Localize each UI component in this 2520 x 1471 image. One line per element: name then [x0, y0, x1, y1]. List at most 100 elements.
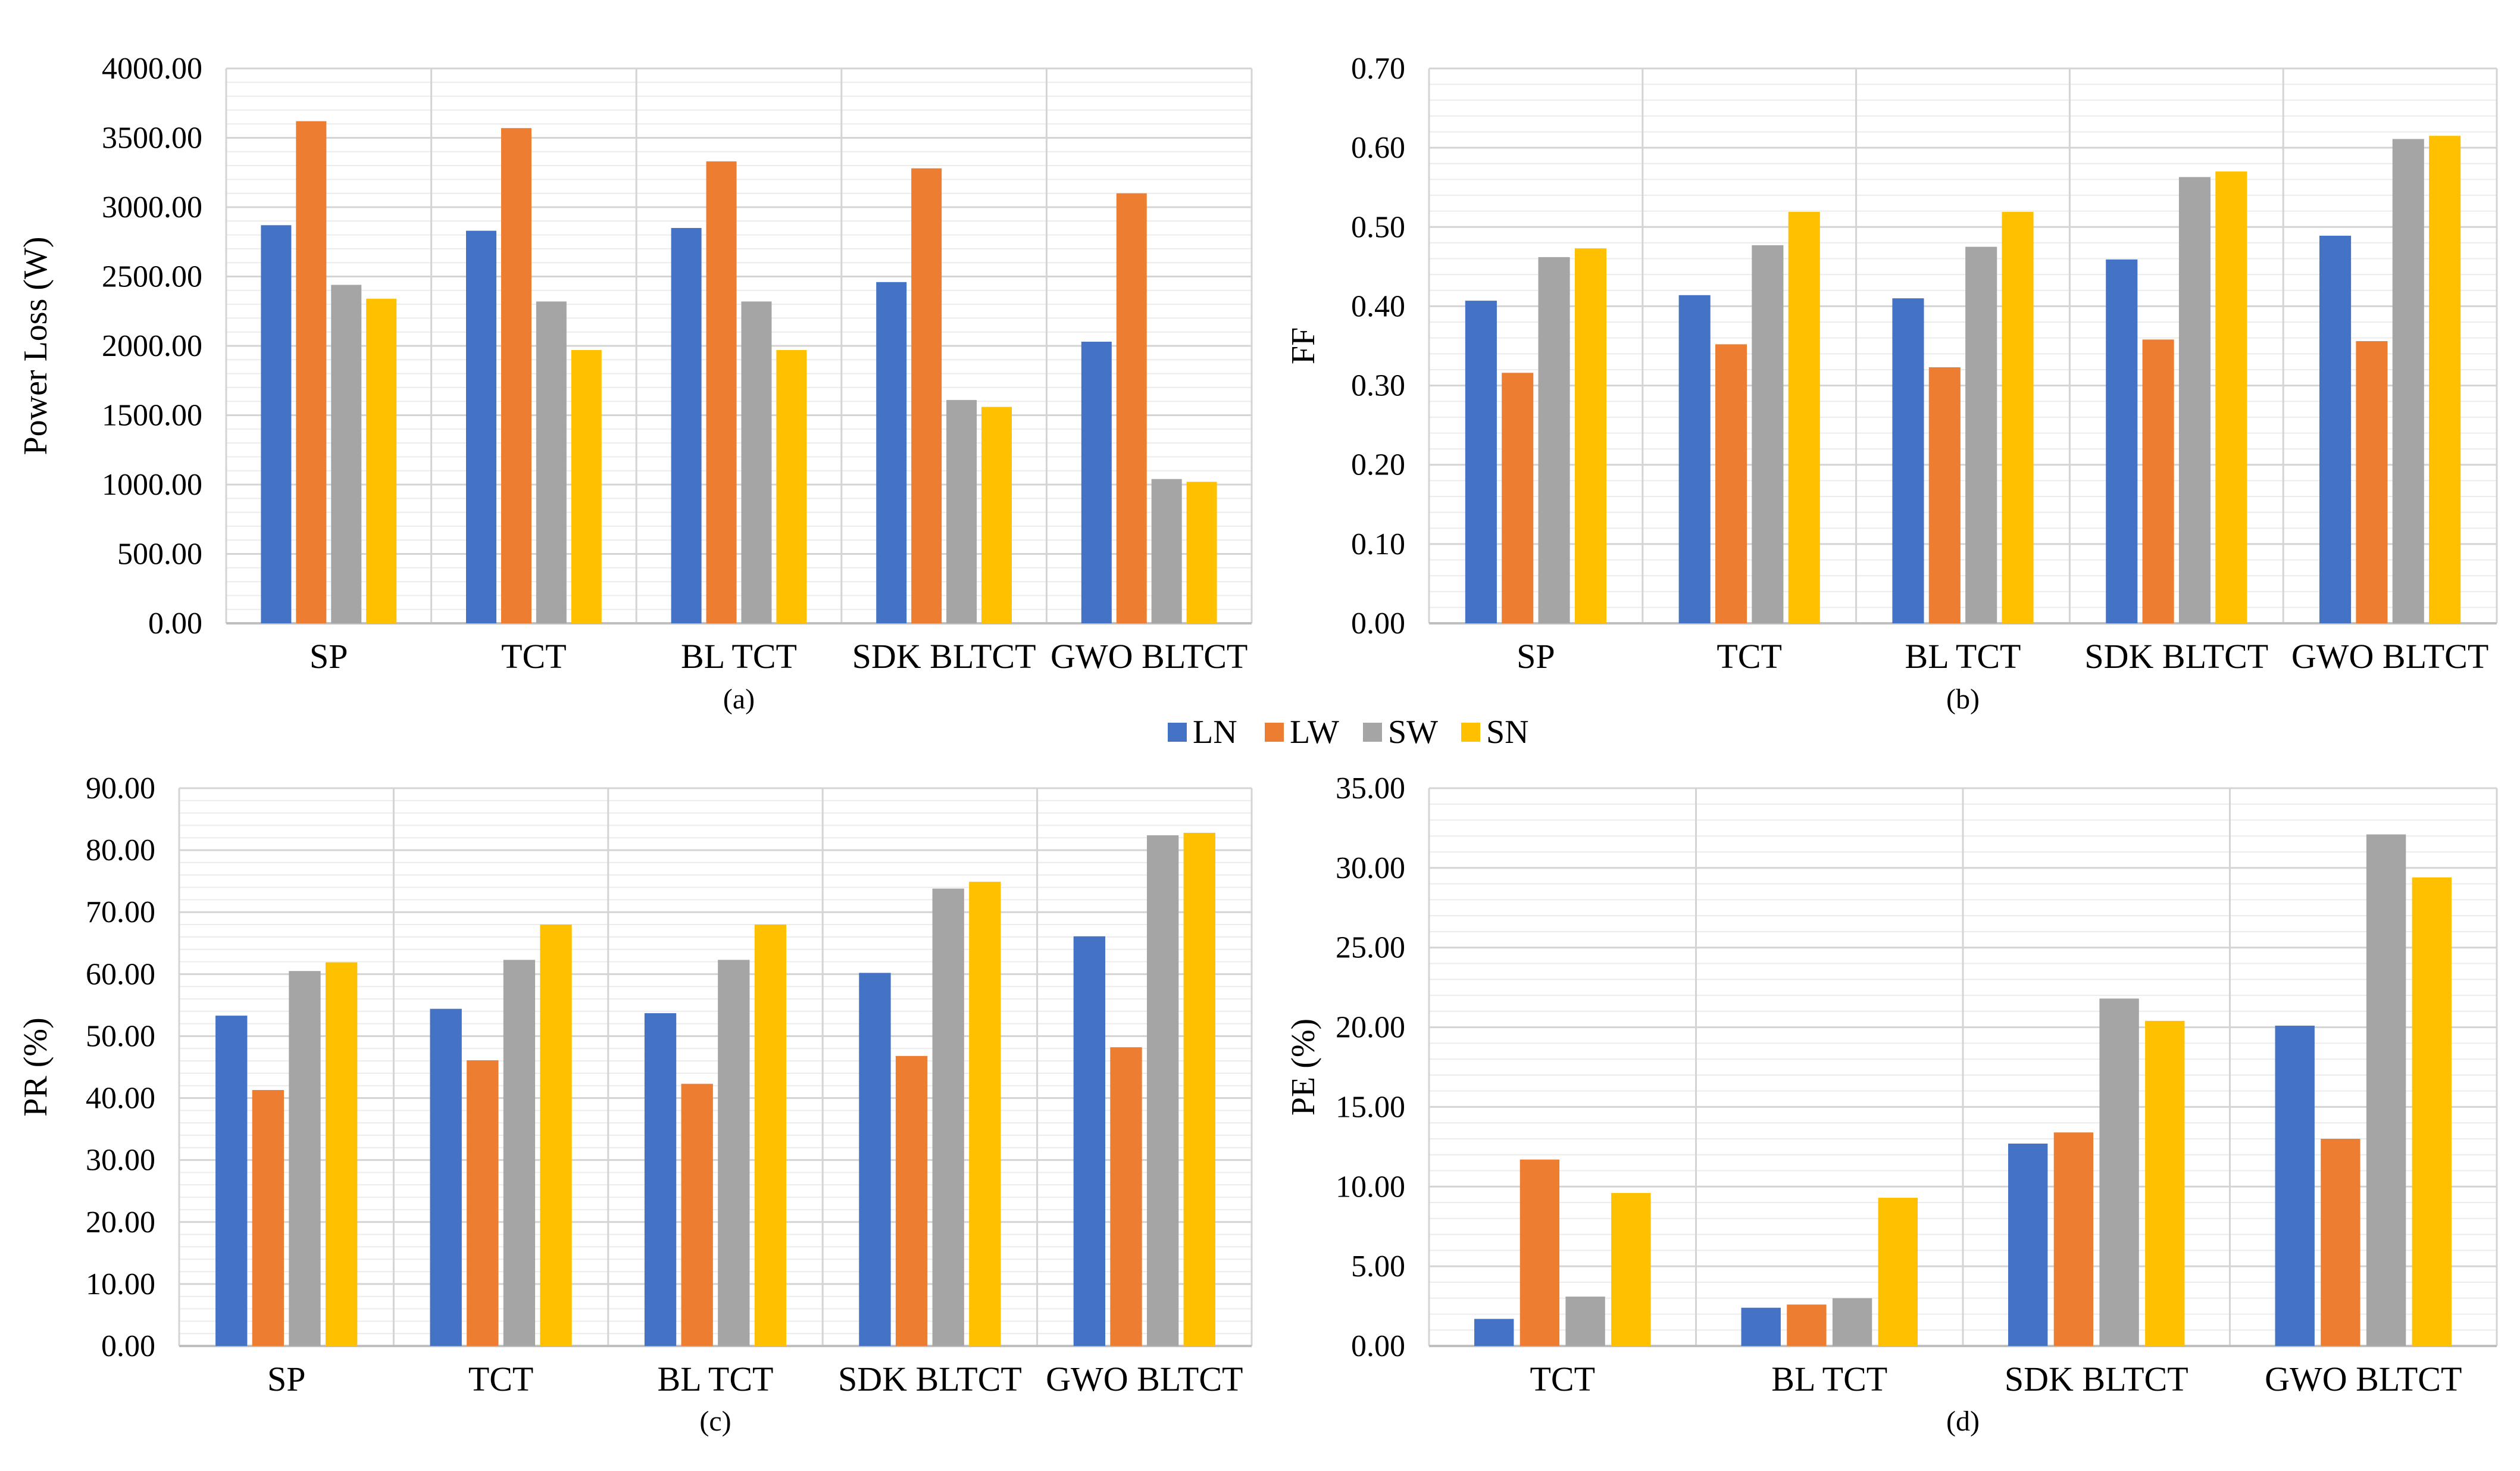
bar-sn-gwo-bltct [2412, 877, 2452, 1346]
y-tick-label: 10.00 [86, 1267, 155, 1301]
y-tick-label: 90.00 [86, 772, 155, 805]
bar-lw-sdk-bltct [911, 168, 942, 623]
bar-sn-bl-tct [2002, 211, 2034, 623]
x-category-label: TCT [1717, 637, 1782, 676]
bar-sw-sdk-bltct [946, 399, 977, 623]
y-tick-label: 15.00 [1336, 1090, 1405, 1124]
bar-sn-sp [1574, 248, 1606, 624]
bar-sn-sdk-bltct [2215, 171, 2247, 624]
x-category-label: SDK BLTCT [2084, 637, 2268, 676]
bar-sw-bl-tct [718, 960, 750, 1346]
bar-lw-gwo-bltct [1110, 1047, 1142, 1346]
y-tick-label: 20.00 [1336, 1011, 1405, 1045]
y-tick-label: 60.00 [86, 957, 155, 991]
bar-ln-sp [215, 1016, 248, 1346]
x-category-label: TCT [1530, 1360, 1595, 1398]
y-tick-label: 5.00 [1351, 1250, 1405, 1283]
bar-sw-sdk-bltct [2178, 177, 2211, 623]
chart-c: 0.00 10.00 20.00 30.00 40.00 50.00 60.00 70.00 8… [17, 772, 1253, 1437]
bar-lw-tct [501, 128, 531, 623]
x-category-label: SP [309, 637, 348, 676]
x-category-label: TCT [501, 637, 567, 676]
bar-ln-tct [430, 1008, 462, 1346]
bar-ln-sdk-bltct [876, 282, 907, 623]
bar-sw-tct [1752, 245, 1784, 623]
y-tick-label: 0.60 [1351, 131, 1405, 165]
bar-ln-sp [261, 225, 292, 623]
y-tick-label: 50.00 [86, 1019, 155, 1053]
bar-ln-gwo-bltct [2319, 235, 2352, 624]
y-tick-label: 10.00 [1336, 1170, 1405, 1204]
legend-label-sw: SW [1388, 714, 1438, 751]
bar-lw-gwo-bltct [2356, 341, 2388, 623]
bar-lw-sp [296, 121, 327, 624]
bar-sn-sdk-bltct [969, 882, 1001, 1346]
x-category-label: GWO BLTCT [1050, 637, 1248, 676]
y-tick-label: 3500.00 [102, 121, 202, 155]
bar-lw-bl-tct [1787, 1304, 1827, 1346]
y-tick-label: 1500.00 [102, 399, 202, 433]
y-tick-label: 35.00 [1336, 772, 1405, 805]
bar-sn-sp [366, 298, 397, 623]
legend-label-lw: LW [1290, 714, 1339, 751]
bar-lw-tct [1519, 1159, 1560, 1346]
bar-sw-gwo-bltct [1146, 835, 1179, 1346]
bar-ln-gwo-bltct [1073, 936, 1106, 1346]
bar-ln-bl-tct [671, 227, 702, 623]
bar-ln-tct [1474, 1319, 1514, 1346]
y-tick-label: 30.00 [1336, 851, 1405, 885]
bar-ln-tct [466, 230, 497, 623]
bar-sw-gwo-bltct [1151, 479, 1182, 623]
bar-sw-tct [1565, 1297, 1605, 1346]
bar-sw-sp [1538, 257, 1570, 623]
bar-sw-bl-tct [1832, 1298, 1872, 1346]
legend-swatch-sw [1363, 723, 1382, 742]
bar-lw-sdk-bltct [2142, 339, 2174, 623]
bar-lw-sp [252, 1090, 284, 1346]
y-tick-label: 40.00 [86, 1082, 155, 1116]
y-tick-label: 0.10 [1351, 527, 1405, 561]
bar-sw-sp [289, 971, 321, 1346]
legend-swatch-lw [1265, 723, 1284, 742]
bar-sn-gwo-bltct [2429, 136, 2461, 623]
y-tick-label: 0.70 [1351, 52, 1405, 86]
bar-ln-bl-tct [1741, 1307, 1781, 1346]
bar-sw-sdk-bltct [932, 888, 964, 1346]
x-category-label: TCT [468, 1360, 534, 1398]
x-category-label: SDK BLTCT [838, 1360, 1022, 1398]
bar-sn-sp [325, 962, 358, 1346]
chart-a: 0.00 500.00 1000.00 1500.00 2000.00 2500.00 30… [17, 52, 1253, 715]
bar-sw-tct [536, 301, 567, 623]
y-tick-label: 1000.00 [102, 468, 202, 502]
chart-b: 0.00 0.10 0.20 0.30 0.40 0.50 0.60 0.70 SP TCT BL … [1285, 52, 2498, 715]
bar-sn-tct [571, 349, 602, 623]
chart-d: 0.00 5.00 10.00 15.00 20.00 25.00 30.00 35.00 TC… [1285, 772, 2498, 1437]
y-axis-title: PE (%) [1285, 1019, 1322, 1116]
y-tick-label: 500.00 [117, 538, 202, 571]
y-axis-title: PR (%) [17, 1017, 54, 1116]
bar-sw-gwo-bltct [2366, 834, 2406, 1346]
bar-lw-gwo-bltct [1116, 193, 1147, 623]
x-category-label: SDK BLTCT [2005, 1360, 2188, 1398]
y-axis-title: Power Loss (W) [17, 236, 54, 455]
y-tick-label: 0.50 [1351, 210, 1405, 244]
x-category-label: GWO BLTCT [2265, 1360, 2462, 1398]
bar-lw-sdk-bltct [895, 1055, 928, 1346]
bar-sn-gwo-bltct [1183, 832, 1215, 1346]
bar-sn-sdk-bltct [981, 407, 1012, 623]
bar-sw-sdk-bltct [2099, 998, 2139, 1346]
y-tick-label: 30.00 [86, 1144, 155, 1178]
bar-sw-sp [331, 285, 362, 624]
x-category-label: BL TCT [681, 637, 797, 676]
bar-lw-tct [467, 1060, 499, 1346]
bar-ln-bl-tct [1892, 298, 1924, 624]
bar-sn-tct [1611, 1192, 1651, 1346]
y-tick-label: 2000.00 [102, 329, 202, 363]
legend-label-sn: SN [1486, 714, 1529, 751]
bar-sw-bl-tct [1965, 246, 1997, 624]
bar-sn-bl-tct [754, 925, 787, 1346]
bar-ln-gwo-bltct [2275, 1025, 2315, 1346]
y-tick-label: 20.00 [86, 1205, 155, 1239]
bar-sn-bl-tct [1878, 1198, 1918, 1346]
